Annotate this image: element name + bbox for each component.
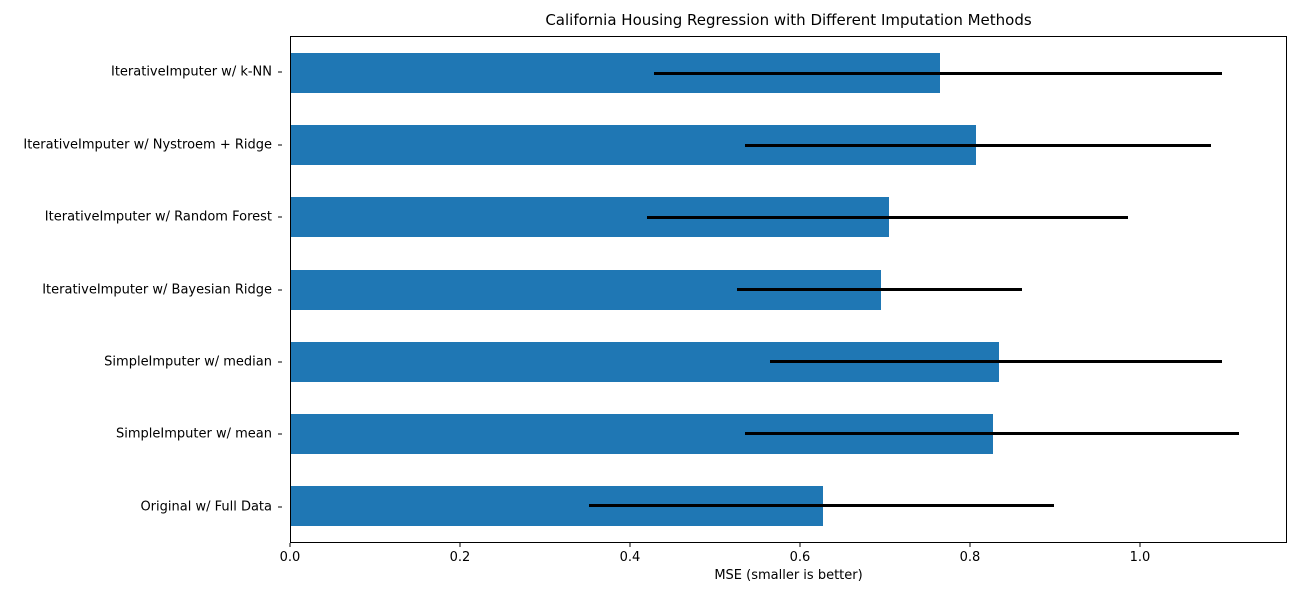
plot-area [290, 36, 1287, 543]
y-tick [278, 289, 282, 290]
x-tick [969, 543, 971, 547]
y-tick-label: SimpleImputer w/ mean [116, 426, 272, 442]
y-tick [278, 216, 282, 218]
x-tick [1139, 543, 1141, 547]
y-tick [278, 506, 282, 508]
error-bar [737, 288, 1023, 291]
y-tick [278, 361, 282, 363]
x-tick [799, 543, 801, 547]
error-bar [654, 71, 1223, 75]
x-tick [459, 543, 461, 547]
y-tick-label: SimpleImputer w/ median [104, 354, 272, 370]
x-tick-label: 0.6 [789, 550, 811, 565]
error-bar [744, 143, 1211, 147]
x-axis: 0.0 0.2 0.4 0.6 0.8 1.0 [280, 543, 1287, 567]
x-axis-label: MSE (smaller is better) [714, 568, 863, 583]
y-tick-label: IterativeImputer w/ Bayesian Ridge [42, 282, 272, 297]
error-bar [647, 215, 1129, 219]
error-bar [744, 432, 1240, 436]
y-tick [278, 433, 282, 435]
chart-title: California Housing Regression with Diffe… [545, 11, 1032, 29]
y-tick-label: IterativeImputer w/ Random Forest [44, 209, 272, 225]
y-tick-label: IterativeImputer w/ k-NN [110, 64, 272, 80]
x-tick-label: 0.8 [959, 550, 981, 565]
y-tick [278, 144, 282, 146]
x-tick-label: 0.4 [619, 550, 641, 565]
x-tick-label: 1.0 [1129, 550, 1151, 565]
y-axis: IterativeImputer w/ k-NN IterativeImputer… [0, 36, 282, 543]
x-tick-label: 0.0 [279, 550, 301, 565]
x-tick [289, 543, 291, 547]
x-tick-label: 0.2 [449, 550, 471, 565]
error-bar [588, 504, 1054, 508]
x-tick [629, 543, 631, 547]
y-tick-label: Original w/ Full Data [140, 499, 272, 515]
y-tick [278, 71, 282, 73]
error-bar [770, 360, 1223, 364]
y-tick-label: IterativeImputer w/ Nystroem + Ridge [23, 137, 272, 153]
